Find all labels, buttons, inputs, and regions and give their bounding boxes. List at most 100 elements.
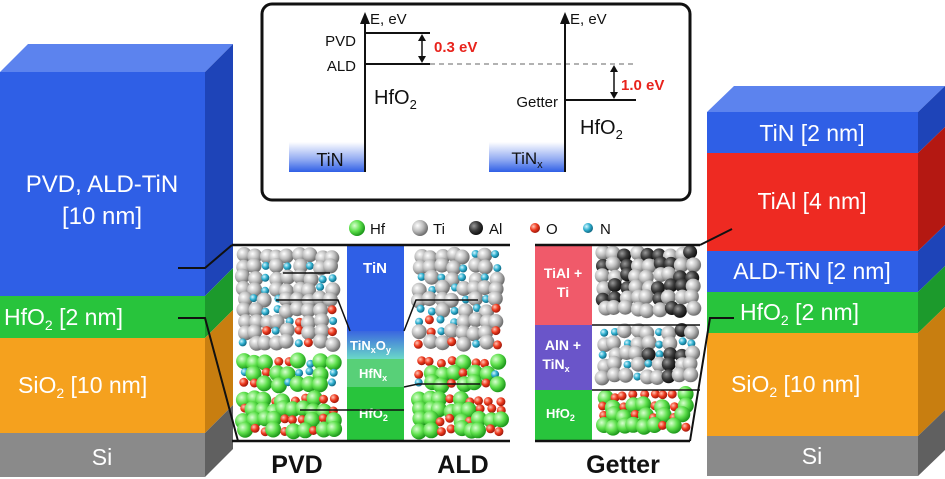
atom-n	[458, 273, 466, 282]
atom-ti	[313, 333, 329, 349]
left-tin-label: PVD, ALD-TiN	[26, 171, 178, 198]
right-tial-layer	[707, 153, 918, 251]
atom-ti	[468, 312, 484, 328]
legend-al-label: Al	[489, 221, 502, 238]
right-offset-value: 1.0 eV	[621, 77, 664, 94]
atom-o	[496, 397, 506, 407]
atom-hf	[446, 364, 463, 381]
atom-n	[493, 264, 502, 273]
atom-hf	[466, 374, 483, 391]
left-stack: PVD, ALD-TiN [10 nm] HfO2 [2 nm] SiO2 [1…	[0, 44, 233, 477]
atom-n	[655, 328, 663, 337]
atom-al	[641, 347, 656, 362]
right-hfo2-connector	[689, 317, 734, 442]
atom-o	[447, 337, 457, 347]
atom-al	[653, 256, 668, 271]
atom-hf	[605, 419, 621, 436]
atom-ti	[661, 266, 677, 282]
tinx-box	[489, 142, 565, 172]
atom-n	[437, 327, 446, 336]
legend-ti-label: Ti	[433, 221, 445, 238]
atom-ti	[594, 370, 610, 386]
atom-o	[474, 396, 483, 406]
atom-ti	[247, 282, 263, 298]
atom-hf	[460, 401, 477, 418]
atom-ti	[248, 271, 264, 287]
atom-n	[305, 367, 314, 376]
atom-ti	[606, 300, 622, 315]
getter-tialti-layer	[535, 245, 592, 325]
getter-hfo2-label: HfO2	[546, 406, 575, 423]
atom-o	[424, 356, 434, 366]
right-tin-connector	[699, 228, 733, 246]
left-axis-arrow	[360, 12, 370, 24]
atom-hf	[279, 366, 296, 383]
legend-n-icon	[583, 223, 593, 233]
atom-hf	[493, 411, 509, 428]
right-hfo2-label: HfO2 [2 nm]	[740, 299, 859, 328]
atom-n	[427, 307, 436, 316]
atom-ti	[468, 291, 483, 307]
left-sio2-layer	[0, 338, 205, 433]
right-offset-arrow-down	[610, 92, 618, 99]
atom-ti	[479, 334, 495, 350]
legend: Hf Ti Al O N	[349, 220, 611, 238]
atom-hf	[297, 422, 314, 439]
atom-ti	[278, 291, 294, 307]
atom-n	[633, 372, 642, 381]
atom-n	[480, 273, 489, 282]
atom-ti	[477, 247, 493, 263]
atom-n	[329, 317, 338, 325]
atom-o	[628, 389, 638, 399]
atom-o	[446, 424, 456, 434]
atom-ti	[683, 289, 699, 305]
atom-hf	[289, 375, 306, 392]
right-sio2-side	[918, 307, 945, 436]
left-si-label: Si	[92, 444, 112, 470]
getter-label: Getter	[516, 94, 558, 111]
atom-ti	[238, 314, 254, 330]
left-tin-connector	[178, 244, 233, 269]
atom-o	[445, 413, 455, 423]
tinx-box-label: TiNx	[511, 149, 543, 171]
atom-ti	[424, 269, 440, 285]
atom-ti	[487, 291, 503, 306]
atom-hf	[646, 417, 663, 433]
atom-n	[472, 339, 481, 348]
atom-o	[681, 422, 691, 432]
atom-ti	[246, 258, 262, 274]
left-tin-top-face	[0, 44, 233, 72]
atom-hf	[312, 353, 329, 370]
right-tin-top-face	[707, 86, 945, 112]
right-si-label: Si	[802, 443, 822, 469]
atom-ti	[673, 257, 689, 273]
atom-ti	[234, 268, 250, 284]
atom-n	[472, 304, 481, 312]
atom-ti	[616, 323, 632, 339]
left-tin-thickness: [10 nm]	[62, 203, 142, 230]
atom-ti	[683, 367, 699, 383]
atom-n	[437, 273, 446, 282]
atom-hf	[256, 375, 273, 392]
atom-n	[306, 359, 315, 368]
atom-o	[280, 414, 290, 424]
atom-o	[274, 357, 284, 366]
getter-panel: TiAl + Ti AlN + TiNx HfO2	[535, 243, 702, 443]
center-tin-layer	[347, 246, 404, 331]
atom-hf	[311, 376, 328, 393]
pvd-label: PVD	[325, 33, 356, 50]
left-hfo2-label: HfO2	[374, 87, 417, 112]
right-stack: TiN [2 nm] TiAl [4 nm] ALD-TiN [2 nm] Hf…	[707, 86, 945, 476]
right-tial-side	[918, 127, 945, 251]
atom-al	[607, 278, 622, 293]
atom-ti	[686, 300, 702, 316]
atom-o	[327, 305, 337, 315]
left-tin-layer	[0, 72, 205, 296]
ald-label: ALD	[327, 58, 356, 75]
atom-o	[239, 377, 249, 387]
right-tin-side	[918, 86, 945, 153]
atom-ti	[434, 279, 450, 295]
atom-o	[262, 326, 272, 336]
atom-n	[415, 317, 424, 326]
